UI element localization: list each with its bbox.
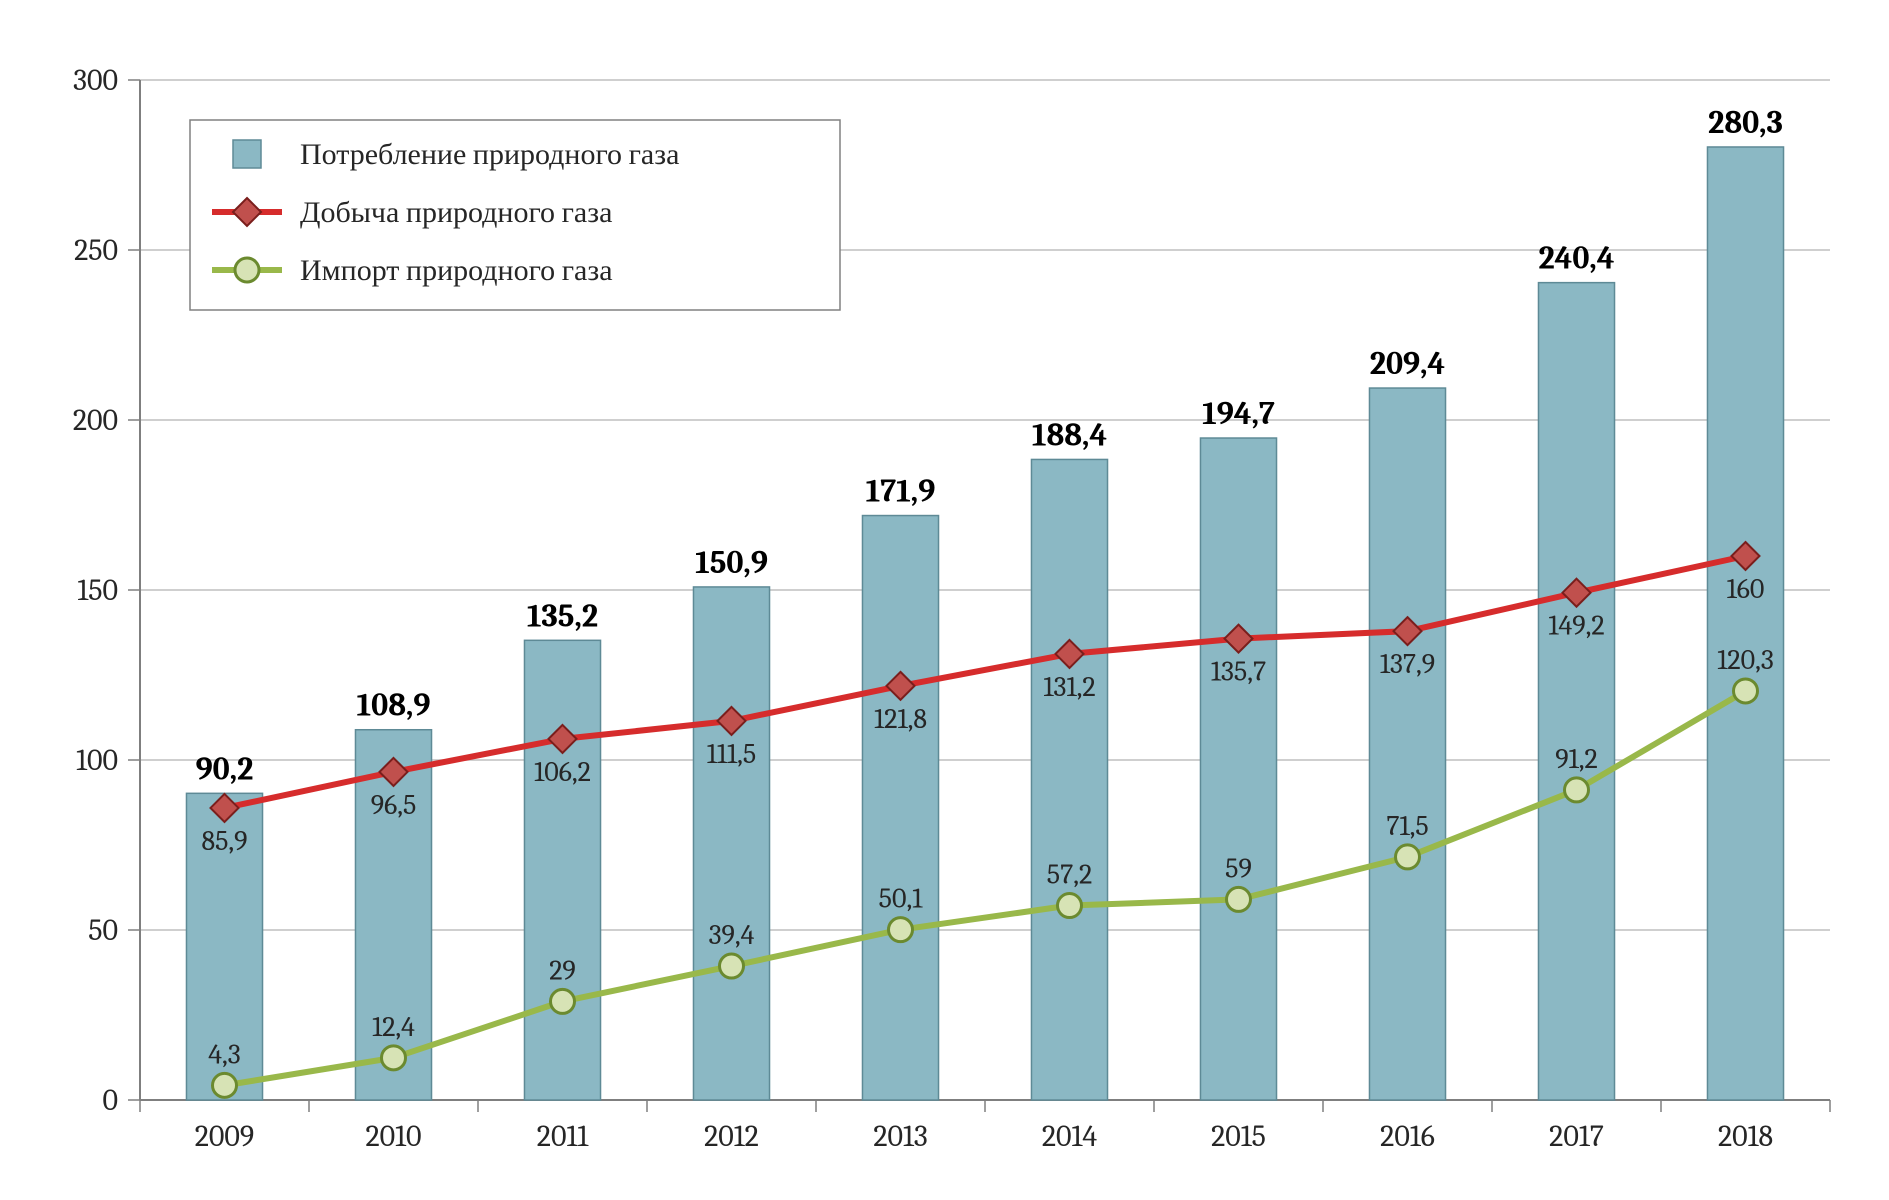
y-tick-label: 100 — [76, 743, 118, 778]
import-marker — [1734, 679, 1758, 703]
import-value-label: 4,3 — [208, 1038, 240, 1070]
production-value-label: 135,7 — [1211, 656, 1266, 688]
production-value-label: 131,2 — [1043, 671, 1095, 703]
bar-value-label: 108,9 — [356, 687, 430, 724]
import-value-label: 120,3 — [1717, 644, 1773, 676]
import-marker — [1565, 778, 1589, 802]
bar-value-label: 171,9 — [866, 473, 936, 510]
y-tick-label: 300 — [73, 63, 118, 98]
import-marker — [551, 989, 575, 1013]
x-tick-label: 2011 — [537, 1119, 590, 1154]
x-tick-label: 2017 — [1549, 1119, 1604, 1154]
y-tick-label: 200 — [73, 403, 118, 438]
import-marker — [1058, 894, 1082, 918]
import-value-label: 29 — [549, 954, 576, 986]
x-tick-label: 2015 — [1211, 1119, 1266, 1154]
x-tick-label: 2009 — [195, 1119, 255, 1154]
import-value-label: 91,2 — [1555, 743, 1597, 775]
y-tick-label: 250 — [74, 233, 118, 268]
y-tick-label: 50 — [88, 913, 118, 948]
bar-value-label: 209,4 — [1370, 345, 1446, 382]
legend-marker-line2 — [235, 258, 259, 282]
legend-label: Добыча природного газа — [300, 195, 612, 230]
import-marker — [889, 918, 913, 942]
legend-label: Потребление природного газа — [300, 137, 679, 172]
bar-value-label: 188,4 — [1032, 416, 1107, 453]
production-value-label: 121,8 — [874, 703, 927, 735]
x-tick-label: 2013 — [873, 1119, 927, 1154]
bar — [1031, 459, 1107, 1100]
bar — [862, 516, 938, 1100]
import-value-label: 50,1 — [879, 883, 924, 915]
bar — [524, 640, 600, 1100]
production-value-label: 137,9 — [1380, 648, 1435, 680]
x-tick-label: 2016 — [1380, 1119, 1435, 1154]
production-value-label: 111,5 — [707, 738, 756, 770]
bar-value-label: 194,7 — [1202, 395, 1275, 432]
import-value-label: 57,2 — [1047, 859, 1092, 891]
y-tick-label: 150 — [77, 573, 118, 608]
gas-chart: 0 50 100 150 200 250 300 90,2 108,9 135,2 150,9 171… — [0, 0, 1889, 1200]
bar-value-label: 280,3 — [1708, 104, 1783, 141]
import-marker — [213, 1073, 237, 1097]
x-tick-label: 2018 — [1718, 1119, 1773, 1154]
bar — [1369, 388, 1445, 1100]
import-value-label: 71,5 — [1386, 810, 1428, 842]
import-marker — [1227, 887, 1251, 911]
bar-value-label: 90,2 — [196, 750, 254, 787]
import-value-label: 39,4 — [709, 919, 755, 951]
bar — [693, 587, 769, 1100]
import-marker — [1396, 845, 1420, 869]
import-marker — [382, 1046, 406, 1070]
x-tick-label: 2014 — [1042, 1119, 1098, 1154]
import-value-label: 12,4 — [372, 1011, 415, 1043]
production-value-label: 160 — [1727, 573, 1765, 605]
import-value-label: 59 — [1225, 852, 1252, 884]
bar-value-label: 240,4 — [1538, 240, 1614, 277]
bar — [1707, 147, 1783, 1100]
bar — [1538, 283, 1614, 1100]
bar — [1200, 438, 1276, 1100]
production-value-label: 85,9 — [201, 825, 247, 857]
import-marker — [720, 954, 744, 978]
x-tick-label: 2012 — [704, 1119, 759, 1154]
chart-svg: 0 50 100 150 200 250 300 90,2 108,9 135,2 150,9 171… — [0, 0, 1889, 1200]
production-value-label: 106,2 — [534, 756, 591, 788]
bar-value-label: 135,2 — [527, 597, 598, 634]
legend-swatch-bar — [233, 140, 261, 168]
y-tick-label: 0 — [102, 1083, 118, 1118]
x-tick-label: 2010 — [365, 1119, 421, 1154]
bar-value-label: 150,9 — [695, 544, 768, 581]
production-value-label: 149,2 — [1548, 610, 1604, 642]
legend-label: Импорт природного газа — [300, 253, 613, 288]
production-value-label: 96,5 — [371, 789, 417, 821]
